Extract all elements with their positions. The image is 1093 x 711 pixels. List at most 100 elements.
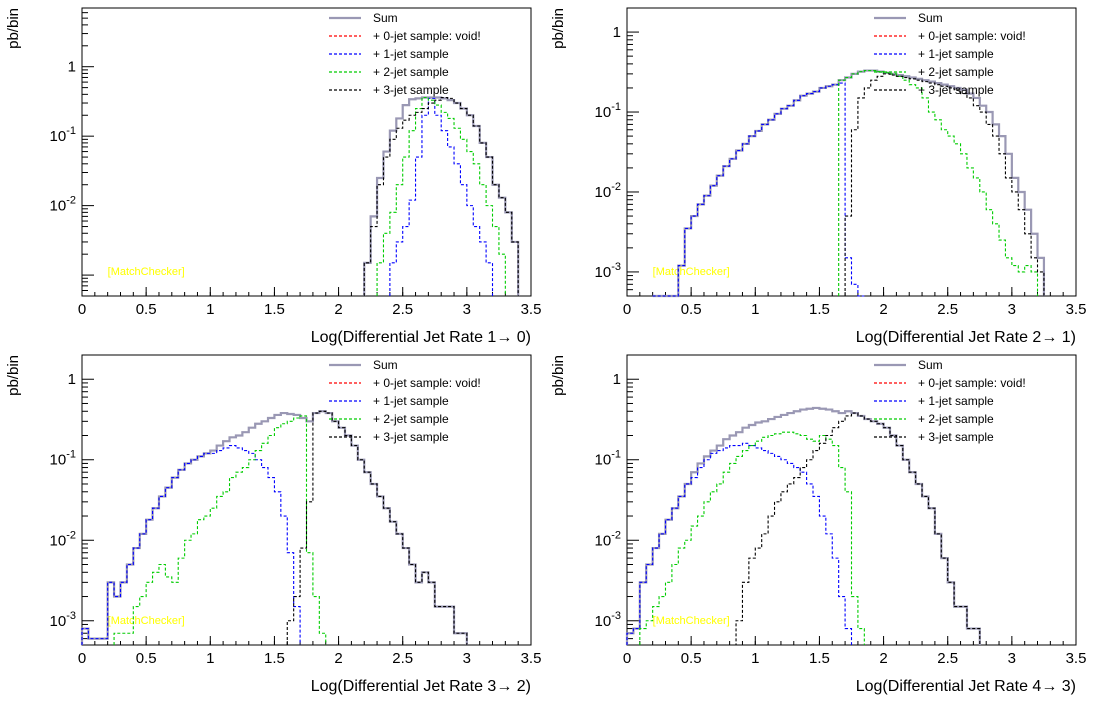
legend-label: + 1-jet sample — [373, 394, 449, 408]
series-line-3 — [113, 415, 327, 645]
y-tick-label: 10-1 — [595, 101, 621, 121]
plot-frame — [626, 7, 1077, 297]
y-tick-label: 10-3 — [595, 610, 621, 630]
chart-panel-3: 0 0.5 1 1.5 2 2.5 3 3.5 10-3 10-2 10-1 1 pb/bin Log(D… — [5, 354, 542, 695]
x-tick-label: 3.5 — [1066, 650, 1087, 667]
series-line-0 — [80, 410, 468, 645]
x-tick-label: 1 — [206, 301, 214, 318]
x-axis-label: Log(Differential Jet Rate 1→ 0) — [311, 329, 531, 346]
x-axis-label: Log(Differential Jet Rate 4→ 3) — [856, 678, 1076, 695]
plot-frame — [81, 354, 532, 646]
legend-label: + 0-jet sample: void! — [918, 376, 1026, 390]
x-tick-label: 3 — [1008, 650, 1016, 667]
x-tick-label: 0 — [623, 301, 631, 318]
watermark-label: [MatchChecker] — [653, 266, 730, 278]
series-line-3 — [639, 431, 865, 645]
x-tick-label: 1 — [751, 650, 759, 667]
watermark-label: [MatchChecker] — [653, 615, 730, 627]
x-tick-label: 2.5 — [392, 301, 413, 318]
x-tick-label: 0 — [78, 301, 86, 318]
x-tick-label: 2.5 — [937, 301, 958, 318]
legend-label: + 1-jet sample — [918, 394, 994, 408]
chart-panel-2: 0 0.5 1 1.5 2 2.5 3 3.5 10-3 10-2 10-1 1 pb/bin Log(D… — [550, 7, 1086, 346]
legend-label: Sum — [373, 11, 398, 25]
x-tick-label: 1 — [206, 650, 214, 667]
x-tick-label: 1 — [751, 301, 759, 318]
series-line-4 — [844, 73, 1045, 296]
legend-label: + 3-jet sample — [373, 83, 449, 97]
watermark-label: [MatchChecker] — [108, 266, 185, 278]
series-line-4 — [363, 96, 519, 296]
x-tick-label: 0.5 — [136, 301, 157, 318]
x-tick-label: 3.5 — [521, 301, 542, 318]
y-tick-label: 10-3 — [595, 261, 621, 281]
y-tick-label: 10-3 — [50, 610, 76, 630]
legend-label: Sum — [918, 11, 943, 25]
legend-label: + 3-jet sample — [918, 430, 994, 444]
plot-frame — [81, 7, 532, 297]
y-tick-label: 10-1 — [50, 449, 76, 469]
legend-label: Sum — [918, 358, 943, 372]
series-line-2 — [652, 82, 865, 297]
x-axis-label: Log(Differential Jet Rate 3→ 2) — [311, 678, 531, 695]
x-axis-label: Log(Differential Jet Rate 2→ 1) — [856, 329, 1076, 346]
x-tick-label: 2 — [879, 301, 887, 318]
x-tick-label: 3 — [463, 301, 471, 318]
watermark-label: [MatchChecker] — [108, 615, 185, 627]
x-tick-label: 0.5 — [136, 650, 157, 667]
y-tick-label: 1 — [68, 59, 76, 76]
y-tick-label: 10-2 — [50, 195, 76, 215]
x-tick-label: 2 — [334, 301, 342, 318]
legend-label: + 2-jet sample — [373, 412, 449, 426]
series-line-2 — [626, 442, 853, 645]
legend-label: + 1-jet sample — [918, 47, 994, 61]
series-line-2 — [81, 445, 301, 645]
legend-label: + 1-jet sample — [373, 47, 449, 61]
x-tick-label: 2.5 — [937, 650, 958, 667]
legend-label: + 3-jet sample — [373, 430, 449, 444]
legend-label: + 2-jet sample — [373, 65, 449, 79]
x-tick-label: 2 — [334, 650, 342, 667]
x-tick-label: 3 — [1008, 301, 1016, 318]
series-line-0 — [652, 69, 1046, 298]
x-tick-label: 1.5 — [264, 301, 285, 318]
x-tick-label: 1.5 — [809, 301, 830, 318]
series-line-3 — [838, 70, 1039, 296]
legend-label: Sum — [373, 358, 398, 372]
x-tick-label: 0.5 — [681, 650, 702, 667]
x-tick-label: 0.5 — [681, 301, 702, 318]
y-axis-label: pb/bin — [550, 355, 567, 396]
x-tick-label: 3 — [463, 650, 471, 667]
x-tick-label: 2.5 — [392, 650, 413, 667]
y-axis-label: pb/bin — [5, 8, 22, 49]
x-tick-label: 2 — [879, 650, 887, 667]
y-tick-label: 10-1 — [50, 125, 76, 145]
legend-label: + 0-jet sample: void! — [373, 376, 481, 390]
y-axis-label: pb/bin — [5, 355, 22, 396]
x-tick-label: 3.5 — [521, 650, 542, 667]
y-tick-label: 1 — [613, 24, 621, 41]
y-tick-label: 10-2 — [50, 529, 76, 549]
y-tick-label: 10-1 — [595, 449, 621, 469]
series-line-3 — [376, 96, 506, 296]
y-tick-label: 10-2 — [595, 529, 621, 549]
legend-label: + 0-jet sample: void! — [918, 29, 1026, 43]
x-tick-label: 1.5 — [809, 650, 830, 667]
legend-label: + 0-jet sample: void! — [373, 29, 481, 43]
y-tick-label: 1 — [613, 371, 621, 388]
x-tick-label: 1.5 — [264, 650, 285, 667]
series-line-4 — [729, 412, 981, 646]
chart-panel-1: 0 0.5 1 1.5 2 2.5 3 3.5 10-2 10-1 1 pb/bin Log(Diffe… — [5, 7, 542, 346]
legend-label: + 2-jet sample — [918, 65, 994, 79]
legend-label: + 2-jet sample — [918, 412, 994, 426]
y-tick-label: 1 — [68, 371, 76, 388]
y-axis-label: pb/bin — [550, 8, 567, 49]
plot-frame — [626, 354, 1077, 646]
series-line-4 — [286, 410, 468, 645]
legend-label: + 3-jet sample — [918, 83, 994, 97]
series-line-2 — [389, 97, 494, 296]
chart-panel-4: 0 0.5 1 1.5 2 2.5 3 3.5 10-3 10-2 10-1 1 pb/bin Log(D… — [550, 354, 1087, 695]
x-tick-label: 0 — [78, 650, 86, 667]
